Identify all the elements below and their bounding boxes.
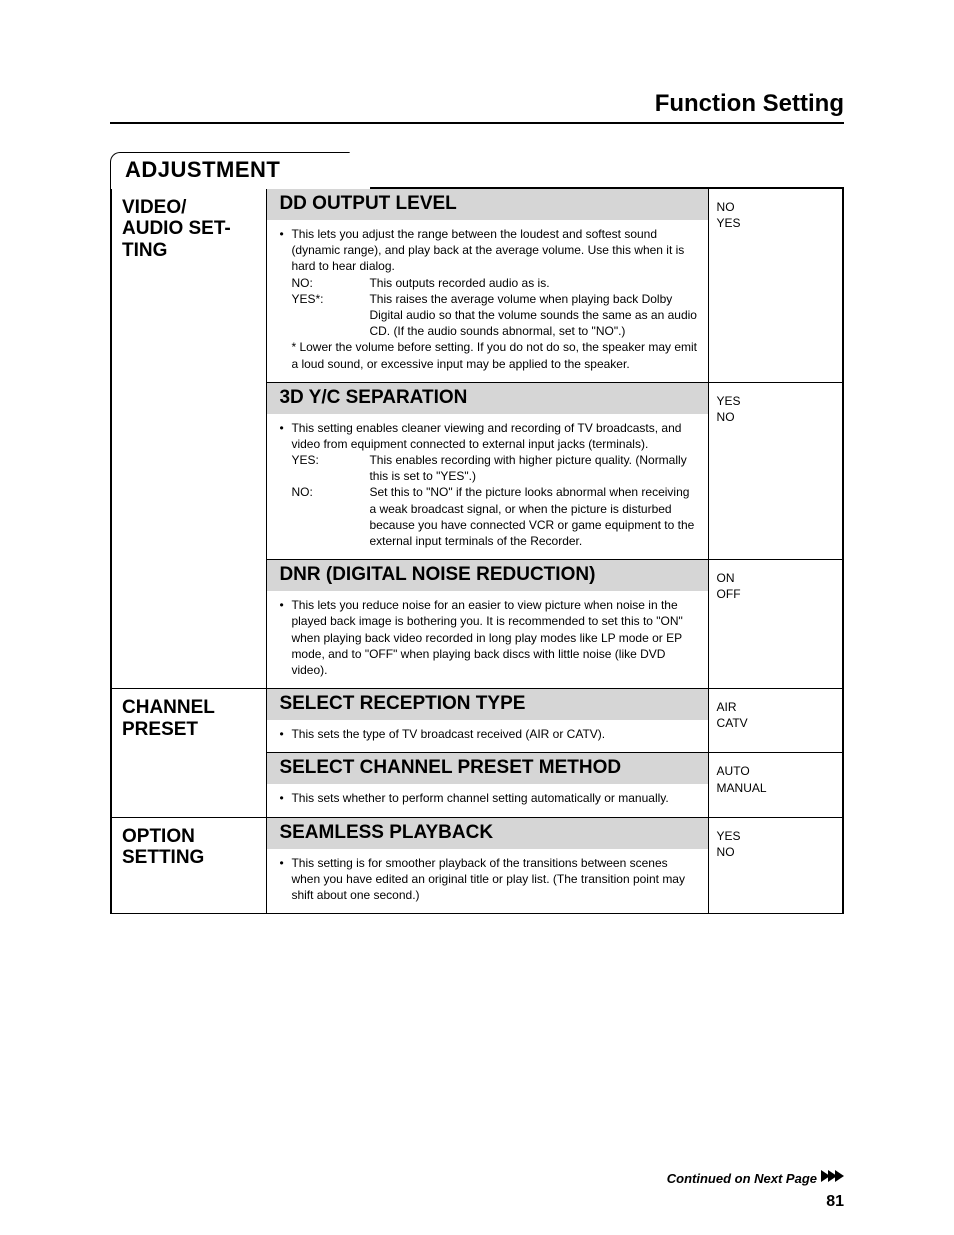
option-value: NO — [717, 844, 834, 860]
kv-val: This enables recording with higher pictu… — [369, 452, 697, 484]
footer: Continued on Next Page — [667, 1169, 844, 1187]
option-values: ON OFF — [708, 560, 842, 689]
continued-label: Continued on Next Page — [667, 1171, 817, 1186]
page-number: 81 — [826, 1193, 844, 1211]
section-heading: SELECT RECEPTION TYPE — [267, 689, 707, 720]
option-values: AUTO MANUAL — [708, 753, 842, 817]
kv-key: NO: — [291, 484, 369, 549]
page-title: Function Setting — [110, 90, 844, 118]
option-value: YES — [717, 828, 834, 844]
adjustment-tab: ADJUSTMENT — [110, 152, 371, 189]
section-note: * Lower the volume before setting. If yo… — [291, 339, 697, 371]
next-page-arrows-icon — [823, 1169, 844, 1187]
section-bullet: This lets you adjust the range between t… — [279, 226, 697, 275]
section-bullet: This setting enables cleaner viewing and… — [279, 420, 697, 452]
category-title: CHANNEL PRESET — [122, 697, 258, 741]
kv-val: This raises the average volume when play… — [369, 291, 697, 340]
category-channel-preset: CHANNEL PRESET — [112, 689, 267, 817]
section-heading: DNR (DIGITAL NOISE REDUCTION) — [267, 560, 707, 591]
option-value: CATV — [717, 715, 834, 731]
option-value: MANUAL — [717, 780, 834, 796]
kv-val: Set this to "NO" if the picture looks ab… — [369, 484, 697, 549]
kv-key: YES: — [291, 452, 369, 484]
category-option-setting: OPTION SETTING — [112, 817, 267, 913]
section-dd-output: DD OUTPUT LEVEL This lets you adjust the… — [267, 189, 708, 383]
option-values: YES NO — [708, 817, 842, 913]
kv-val: This outputs recorded audio as is. — [369, 275, 697, 291]
option-value: OFF — [717, 586, 834, 602]
section-dnr: DNR (DIGITAL NOISE REDUCTION) This lets … — [267, 560, 708, 689]
section-heading: SEAMLESS PLAYBACK — [267, 818, 707, 849]
option-value: ON — [717, 570, 834, 586]
category-video-audio: VIDEO/ AUDIO SET- TING — [112, 189, 267, 689]
section-heading: SELECT CHANNEL PRESET METHOD — [267, 753, 707, 784]
section-heading: 3D Y/C SEPARATION — [267, 383, 707, 414]
option-value: AIR — [717, 699, 834, 715]
section-bullet: This lets you reduce noise for an easier… — [279, 597, 697, 678]
option-values: AIR CATV — [708, 689, 842, 753]
category-title: VIDEO/ AUDIO SET- TING — [122, 197, 258, 263]
option-value: YES — [717, 215, 834, 231]
category-title: OPTION SETTING — [122, 826, 258, 870]
kv-key: NO: — [291, 275, 369, 291]
settings-table: VIDEO/ AUDIO SET- TING DD OUTPUT LEVEL T… — [110, 187, 844, 914]
section-heading: DD OUTPUT LEVEL — [267, 189, 707, 220]
option-value: YES — [717, 393, 834, 409]
section-seamless: SEAMLESS PLAYBACK This setting is for sm… — [267, 817, 708, 913]
option-value: AUTO — [717, 763, 834, 779]
tab-container: ADJUSTMENT — [110, 152, 844, 188]
kv-key: YES*: — [291, 291, 369, 340]
section-3d-yc: 3D Y/C SEPARATION This setting enables c… — [267, 382, 708, 560]
option-value: NO — [717, 409, 834, 425]
option-values: YES NO — [708, 382, 842, 560]
section-bullet: This sets whether to perform channel set… — [279, 790, 697, 806]
section-bullet: This sets the type of TV broadcast recei… — [279, 726, 697, 742]
option-values: NO YES — [708, 189, 842, 383]
title-rule — [110, 122, 844, 124]
section-bullet: This setting is for smoother playback of… — [279, 855, 697, 904]
option-value: NO — [717, 199, 834, 215]
section-preset-method: SELECT CHANNEL PRESET METHOD This sets w… — [267, 753, 708, 817]
section-reception-type: SELECT RECEPTION TYPE This sets the type… — [267, 689, 708, 753]
